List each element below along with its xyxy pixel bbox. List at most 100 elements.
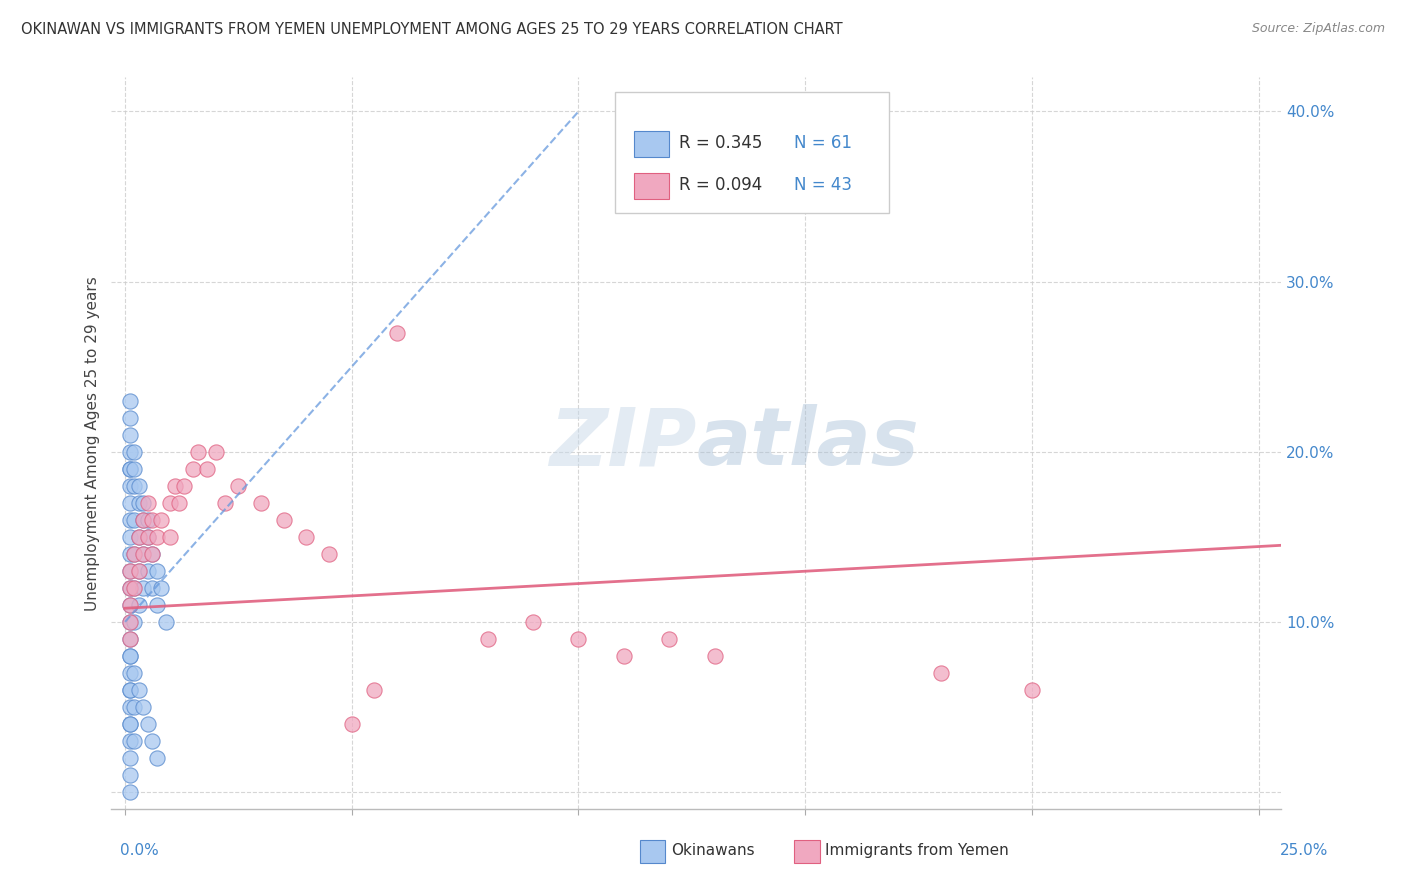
Point [118,461,141,475]
Text: 0.0%: 0.0% [120,843,159,858]
Point [150,513,173,527]
Point [522,615,544,629]
Point [132,513,155,527]
Point [118,530,141,544]
Point [141,547,163,561]
Point [122,700,145,714]
Point [128,564,150,578]
Point [132,581,155,595]
Point [118,598,141,612]
Point [159,530,181,544]
Text: ZIP: ZIP [548,404,696,483]
Point [204,444,226,458]
Point [122,581,145,595]
Bar [634,131,669,157]
Point [136,530,159,544]
Text: N = 61: N = 61 [793,134,852,153]
Point [118,615,141,629]
Point [132,547,155,561]
Point [477,632,499,646]
Point [118,785,141,799]
Point [122,547,145,561]
Point [1021,682,1043,697]
Point [145,751,167,765]
Point [187,444,209,458]
Point [318,547,340,561]
Text: atlas: atlas [696,404,920,483]
Point [118,444,141,458]
Point [340,717,363,731]
Text: OKINAWAN VS IMMIGRANTS FROM YEMEN UNEMPLOYMENT AMONG AGES 25 TO 29 YEARS CORRELA: OKINAWAN VS IMMIGRANTS FROM YEMEN UNEMPL… [21,22,842,37]
Point [128,564,150,578]
Point [132,547,155,561]
Point [118,581,141,595]
Point [118,479,141,493]
Point [118,700,141,714]
Point [118,615,141,629]
Point [295,530,318,544]
Point [136,496,159,510]
Point [118,768,141,782]
Point [118,564,141,578]
Point [141,547,163,561]
Point [122,479,145,493]
Point [122,547,145,561]
Point [132,513,155,527]
Point [273,513,295,527]
Point [122,461,145,475]
Point [118,632,141,646]
Point [128,530,150,544]
Point [118,648,141,663]
Point [118,393,141,408]
Point [122,615,145,629]
Text: R = 0.345: R = 0.345 [679,134,762,153]
Point [150,581,173,595]
Point [118,598,141,612]
Bar [634,172,669,199]
Text: R = 0.094: R = 0.094 [679,176,762,194]
Point [363,682,385,697]
Point [118,717,141,731]
Point [118,665,141,680]
Text: N = 43: N = 43 [793,176,852,194]
Point [118,581,141,595]
FancyBboxPatch shape [614,92,890,213]
Point [132,700,155,714]
Point [703,648,725,663]
Point [141,581,163,595]
Point [118,682,141,697]
Point [122,581,145,595]
Text: 25.0%: 25.0% [1281,843,1329,858]
Point [214,496,236,510]
Point [132,496,155,510]
Point [250,496,273,510]
Point [173,479,195,493]
Point [163,479,186,493]
Point [118,410,141,425]
Point [658,632,681,646]
Point [136,530,159,544]
Point [128,496,150,510]
Point [567,632,589,646]
Point [122,665,145,680]
Point [128,682,150,697]
Point [118,734,141,748]
Point [122,734,145,748]
Point [385,326,408,340]
Point [145,564,167,578]
Point [122,513,145,527]
Point [128,479,150,493]
Point [118,648,141,663]
Point [169,496,191,510]
Point [118,547,141,561]
Point [141,734,163,748]
Point [118,513,141,527]
Point [145,598,167,612]
Point [228,479,250,493]
Y-axis label: Unemployment Among Ages 25 to 29 years: Unemployment Among Ages 25 to 29 years [86,276,100,611]
Point [118,717,141,731]
Point [136,513,159,527]
Point [145,530,167,544]
Point [118,682,141,697]
Point [128,598,150,612]
